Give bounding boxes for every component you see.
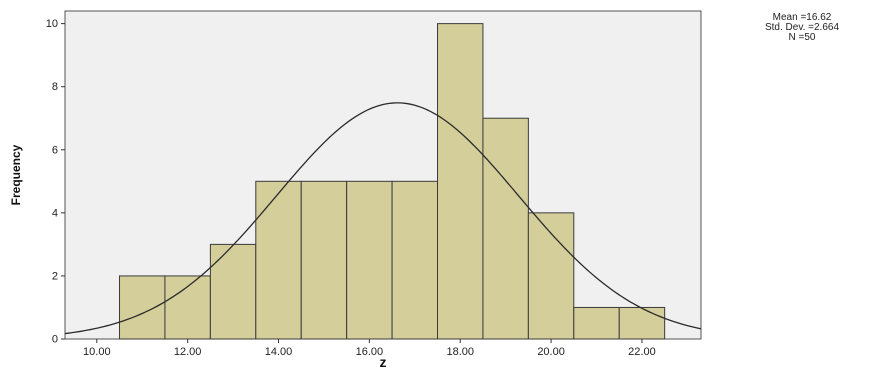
y-tick-label: 2 <box>52 270 58 282</box>
histogram-bar-7 <box>391 180 439 340</box>
histogram-bar-10 <box>527 212 575 340</box>
stats-box: Mean =16.62 Std. Dev. =2.664 N =50 <box>742 13 862 43</box>
normal-curve <box>64 102 702 335</box>
histogram-bar-6 <box>346 180 393 340</box>
n-label: N =50 <box>788 32 816 43</box>
histogram-bar-12 <box>618 306 666 340</box>
std-dev-label: Std. Dev. =2.664 <box>764 22 840 33</box>
y-axis: 0 2 4 6 8 10 <box>46 18 65 346</box>
y-tick-label: 0 <box>52 334 58 346</box>
x-tick-label: 10.00 <box>83 346 111 358</box>
histogram-bar-11 <box>573 306 620 340</box>
bars-group <box>119 23 666 340</box>
y-axis-title: Frequency <box>9 144 23 205</box>
x-axis-title: z <box>380 354 387 370</box>
x-axis: 10.00 12.00 14.00 16.00 18.00 20.00 22.00 <box>83 339 656 358</box>
y-tick-label: 10 <box>46 18 58 30</box>
mean-label: Mean =16.62 <box>772 12 832 23</box>
histogram-bar-1 <box>119 275 166 340</box>
x-tick-label: 18.00 <box>446 346 474 358</box>
x-tick-label: 20.00 <box>537 346 565 358</box>
y-tick-label: 8 <box>52 81 58 93</box>
x-tick-label: 22.00 <box>628 346 656 358</box>
y-tick-label: 6 <box>52 144 58 156</box>
x-tick-label: 12.00 <box>174 346 202 358</box>
histogram-bar-2 <box>164 275 211 340</box>
histogram-bar-8 <box>437 23 484 340</box>
x-tick-label: 14.00 <box>265 346 293 358</box>
histogram-bar-5 <box>300 180 348 340</box>
histogram-bar-3 <box>209 243 257 340</box>
histogram-bar-4 <box>255 180 302 340</box>
x-tick-label: 16.00 <box>356 346 384 358</box>
histogram-bar-9 <box>482 117 529 340</box>
y-tick-label: 4 <box>52 207 58 219</box>
